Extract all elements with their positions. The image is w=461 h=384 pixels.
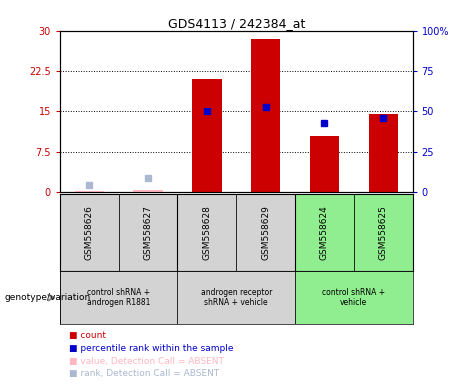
Bar: [60, 194, 118, 271]
Bar: [60, 271, 177, 324]
Text: ■ percentile rank within the sample: ■ percentile rank within the sample: [69, 344, 234, 353]
Title: GDS4113 / 242384_at: GDS4113 / 242384_at: [168, 17, 305, 30]
Bar: [354, 194, 413, 271]
Text: GSM558629: GSM558629: [261, 205, 270, 260]
Text: GSM558624: GSM558624: [320, 205, 329, 260]
Bar: [310, 136, 339, 192]
Bar: [251, 39, 280, 192]
Text: GSM558628: GSM558628: [202, 205, 212, 260]
Text: GSM558625: GSM558625: [378, 205, 388, 260]
Bar: [177, 271, 295, 324]
Text: GSM558626: GSM558626: [85, 205, 94, 260]
Bar: [236, 194, 295, 271]
Bar: [118, 194, 177, 271]
Text: control shRNA +
vehicle: control shRNA + vehicle: [322, 288, 385, 307]
Bar: [177, 194, 236, 271]
Bar: [133, 190, 163, 192]
Text: ■ rank, Detection Call = ABSENT: ■ rank, Detection Call = ABSENT: [69, 369, 219, 378]
Bar: [295, 271, 413, 324]
Bar: [295, 194, 354, 271]
Text: androgen receptor
shRNA + vehicle: androgen receptor shRNA + vehicle: [201, 288, 272, 307]
Bar: [368, 114, 398, 192]
Bar: [192, 79, 222, 192]
Text: genotype/variation: genotype/variation: [5, 293, 91, 302]
Text: control shRNA +
androgen R1881: control shRNA + androgen R1881: [87, 288, 150, 307]
Text: ■ value, Detection Call = ABSENT: ■ value, Detection Call = ABSENT: [69, 357, 224, 366]
Bar: [75, 191, 104, 192]
Text: GSM558627: GSM558627: [143, 205, 153, 260]
Text: ■ count: ■ count: [69, 331, 106, 340]
